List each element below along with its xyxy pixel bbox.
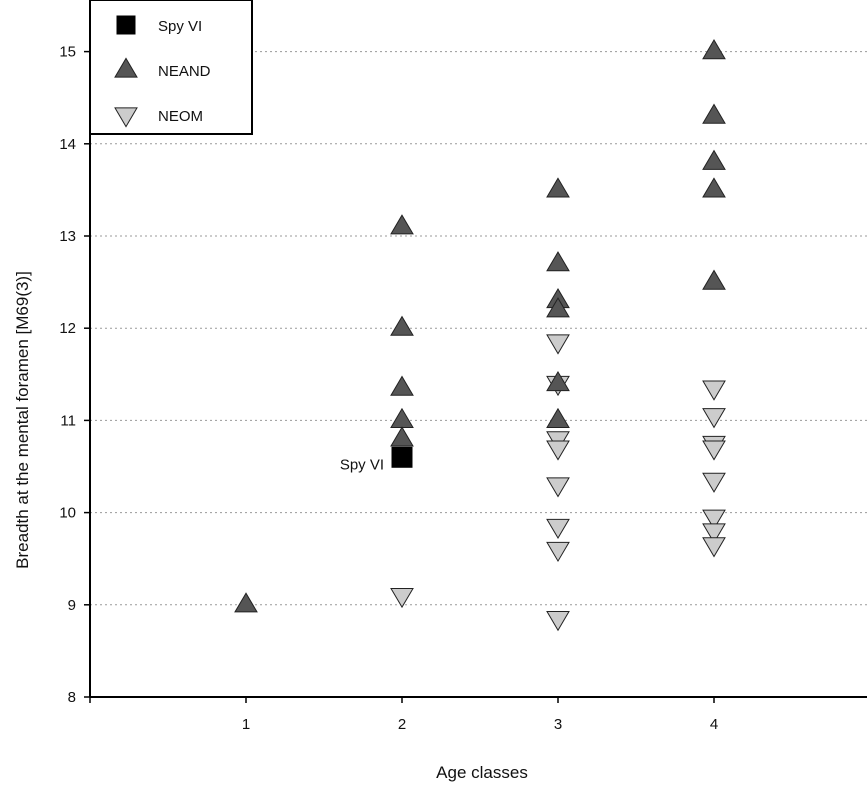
point-neom-4 (546, 440, 570, 461)
point-neand-0 (234, 592, 258, 613)
point-neand-11 (546, 407, 570, 429)
y-tick-label-15: 15 (59, 44, 76, 61)
point-neand-12 (702, 39, 726, 60)
point-neom-6 (546, 518, 570, 540)
point-neom-10 (702, 408, 726, 429)
point-neand-10 (546, 370, 570, 392)
legend-marker-neom (114, 107, 138, 128)
point-neand-13 (702, 103, 726, 124)
point-neand-6 (546, 177, 570, 198)
point-neand-5 (390, 426, 414, 447)
point-neand-1 (390, 214, 414, 235)
x-tick-label-4: 4 (710, 716, 718, 733)
legend-marker-neand (114, 57, 138, 78)
point-neom-8 (546, 611, 570, 632)
point-neand-3 (390, 375, 414, 396)
point-neom-13 (702, 472, 726, 493)
legend-label-neom: NEOM (158, 108, 203, 125)
point-neom-5 (546, 477, 570, 498)
y-tick-label-8: 8 (68, 689, 76, 706)
legend: Spy VI NEAND NEOM (89, 0, 253, 135)
annotations: Spy VI (340, 456, 384, 473)
point-spy-vi-0 (391, 446, 413, 468)
x-axis-title: Age classes (436, 763, 528, 782)
point-neom-0 (390, 587, 414, 609)
legend-label-spy-vi: Spy VI (158, 18, 202, 35)
x-tick-label-2: 2 (398, 716, 406, 733)
y-axis-title: Breadth at the mental foramen [M69(3)] (13, 271, 32, 569)
annotation-label-0: Spy VI (340, 456, 384, 473)
legend-marker-spy-vi (116, 15, 136, 35)
x-tick-label-1: 1 (242, 716, 250, 733)
point-neand-16 (702, 269, 726, 290)
data-points (234, 39, 726, 632)
point-neom-15 (702, 523, 726, 544)
y-tick-label-13: 13 (59, 228, 76, 245)
point-neom-12 (702, 440, 726, 461)
y-tick-label-11: 11 (60, 412, 76, 429)
legend-label-neand: NEAND (158, 63, 211, 80)
point-neom-14 (702, 509, 726, 530)
y-tick-label-9: 9 (68, 597, 76, 614)
point-neand-4 (390, 407, 414, 429)
point-neand-9 (546, 297, 570, 318)
y-tick-label-14: 14 (59, 136, 76, 153)
point-neom-7 (546, 541, 570, 563)
point-neand-7 (546, 251, 570, 272)
point-neom-16 (702, 537, 726, 558)
y-tick-label-10: 10 (59, 505, 76, 522)
point-neand-14 (702, 149, 726, 170)
point-neom-9 (702, 380, 726, 401)
point-neand-15 (702, 177, 726, 198)
x-tick-label-3: 3 (554, 716, 562, 733)
point-neom-1 (546, 334, 570, 355)
point-neand-2 (390, 315, 414, 336)
y-tick-label-12: 12 (59, 320, 76, 337)
